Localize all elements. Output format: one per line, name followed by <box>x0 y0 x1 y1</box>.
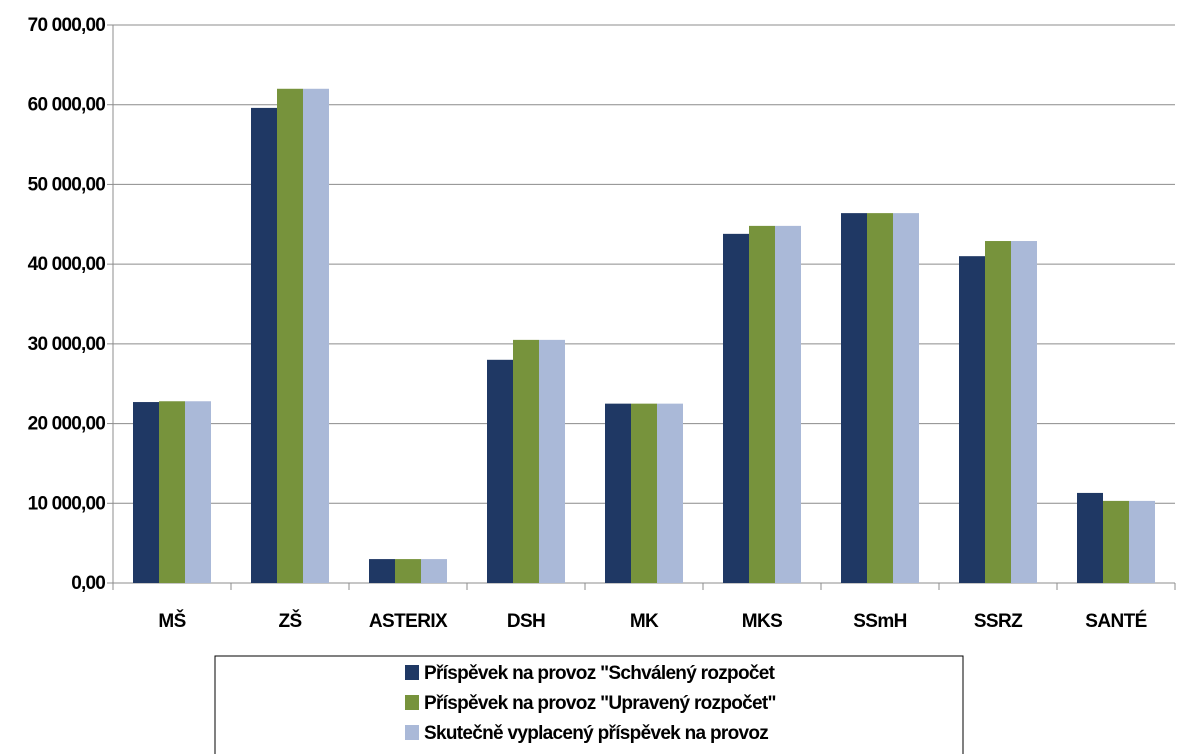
legend-swatch-1 <box>405 665 419 680</box>
bar-1-asterix <box>369 559 395 583</box>
legend-label-3: Skutečně vyplacený příspěvek na provoz <box>424 723 768 744</box>
bar-3-mk <box>657 403 683 583</box>
bar-1-zš <box>251 107 277 583</box>
bar-3-asterix <box>421 559 447 583</box>
bar-2-mk <box>631 403 657 583</box>
legend: Příspěvek na provoz "Schválený rozpočet P… <box>214 655 964 754</box>
bar-1-santé <box>1077 492 1103 583</box>
bar-3-santé <box>1129 500 1155 583</box>
bar-3-mš <box>185 401 211 583</box>
x-axis-category-label: SSmH <box>853 611 907 632</box>
bar-2-mš <box>159 401 185 583</box>
bar-2-mks <box>749 225 775 583</box>
y-axis-tick-label: 50 000,00 <box>28 174 106 195</box>
bar-1-ssrz <box>959 256 985 583</box>
bar-3-mks <box>775 225 801 583</box>
x-axis-category-labels: MŠ ZŠ ASTERIX DSH MK MKS SSmH SSRZ SANTÉ <box>158 610 1147 632</box>
y-axis-tick-label: 40 000,00 <box>28 254 106 275</box>
bar-2-asterix <box>395 559 421 583</box>
bar-3-dsh <box>539 339 565 583</box>
bar-2-zš <box>277 88 303 584</box>
x-axis-category-label: ZŠ <box>278 610 301 632</box>
y-axis-tick-label: 60 000,00 <box>28 95 106 116</box>
y-axis-tick-label: 70 000,00 <box>28 15 106 36</box>
legend-swatch-2 <box>405 695 419 710</box>
legend-label-2: Příspěvek na provoz "Upravený rozpočet" <box>424 693 776 714</box>
bar-3-ssmh <box>893 213 919 583</box>
bar-1-mk <box>605 403 631 583</box>
y-axis-tick-label: 0,00 <box>71 573 105 594</box>
bar-3-zš <box>303 88 329 584</box>
bar-2-santé <box>1103 500 1129 583</box>
x-axis-category-label: MK <box>630 611 659 632</box>
y-axis-tick-labels: 0,00 10 000,00 20 000,00 30 000,00 40 000,00… <box>28 15 106 594</box>
bar-1-ssmh <box>841 213 867 583</box>
y-axis-tick-label: 20 000,00 <box>28 414 106 435</box>
bar-2-ssrz <box>985 241 1011 584</box>
bar-1-mks <box>723 233 749 583</box>
bar-1-dsh <box>487 359 513 583</box>
bar-2-dsh <box>513 339 539 583</box>
x-axis-category-label: SSRZ <box>974 611 1023 632</box>
bar-1-mš <box>133 402 159 583</box>
x-axis-category-label: SANTÉ <box>1085 610 1146 632</box>
bar-2-ssmh <box>867 213 893 583</box>
x-axis-category-label: MŠ <box>158 610 185 632</box>
legend-label-1: Příspěvek na provoz "Schválený rozpočet <box>424 663 776 684</box>
y-axis-tick-label: 30 000,00 <box>28 334 106 355</box>
y-axis-tick-label: 10 000,00 <box>28 493 106 514</box>
bars <box>133 88 1155 584</box>
bar-3-ssrz <box>1011 241 1037 584</box>
x-axis-category-label: MKS <box>742 611 782 632</box>
legend-swatch-3 <box>405 725 419 740</box>
x-axis-category-label: ASTERIX <box>369 611 448 632</box>
x-axis-category-label: DSH <box>507 611 545 632</box>
legend-box <box>214 655 964 754</box>
